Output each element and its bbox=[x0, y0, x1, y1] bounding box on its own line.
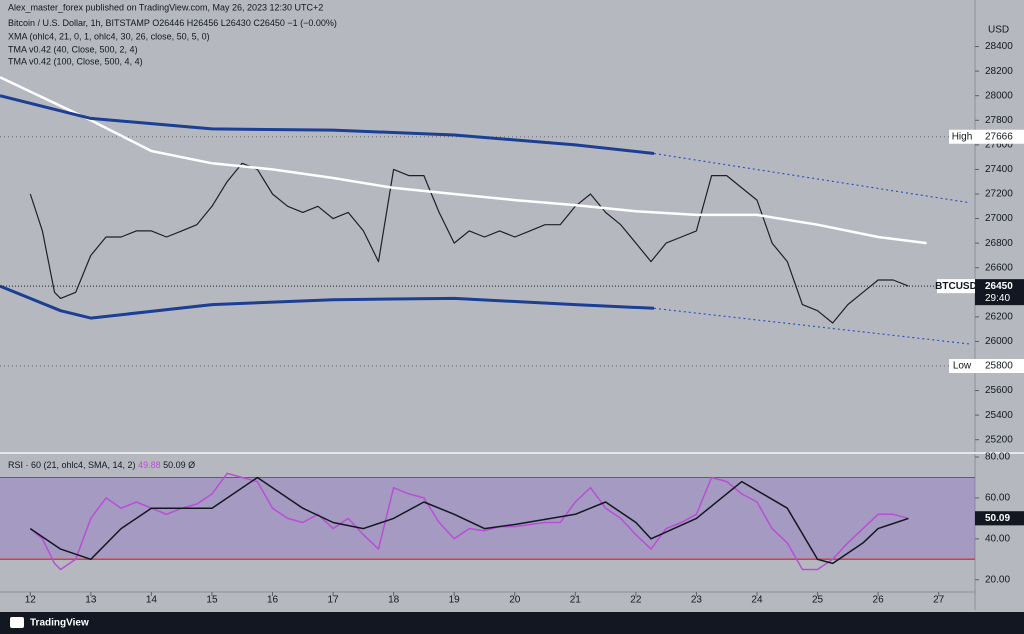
x-tick-label: 24 bbox=[751, 595, 763, 606]
last-price-box bbox=[975, 279, 1024, 306]
series-line bbox=[0, 94, 655, 155]
x-tick-label: 19 bbox=[449, 595, 461, 606]
y-tick-label: 26800 bbox=[985, 238, 1013, 249]
symbol: BTCUSD bbox=[935, 281, 977, 292]
low-value: 25800 bbox=[985, 361, 1013, 372]
series-line bbox=[653, 152, 969, 204]
low-value-box bbox=[975, 359, 1024, 373]
y-tick-label: 40.00 bbox=[985, 533, 1010, 544]
low-label: Low bbox=[953, 361, 972, 372]
y-tick-label: 25200 bbox=[985, 434, 1013, 445]
y-tick-label: 80.00 bbox=[985, 452, 1010, 463]
series-line bbox=[29, 162, 909, 324]
y-tick-label: 26600 bbox=[985, 262, 1013, 273]
y-tick-label: 28200 bbox=[985, 66, 1013, 77]
x-tick-label: 17 bbox=[328, 595, 340, 606]
legend-item: 49.88 bbox=[138, 460, 161, 470]
y-tick-label: 25600 bbox=[985, 385, 1013, 396]
title: Bitcoin / U.S. Dollar, 1h, BITSTAMP bbox=[8, 18, 150, 28]
x-tick-label: 12 bbox=[25, 595, 37, 606]
high-label: High bbox=[952, 131, 973, 142]
x-tick-label: 27 bbox=[933, 595, 945, 606]
countdown: 29:40 bbox=[985, 293, 1010, 304]
rsi-legend: RSI · 60 (21, ohlc4, SMA, 14, 2) 49.88 5… bbox=[8, 460, 195, 470]
axis-label: USD bbox=[988, 25, 1009, 36]
y-tick-label: 28000 bbox=[985, 90, 1013, 101]
y-tick-label: 25400 bbox=[985, 410, 1013, 421]
high-value-box bbox=[975, 129, 1024, 144]
brand: TradingView bbox=[30, 618, 89, 629]
series-line bbox=[0, 76, 927, 245]
high-label-box bbox=[949, 129, 975, 144]
low-label-box bbox=[949, 359, 975, 373]
y-tick-label: 27800 bbox=[985, 115, 1013, 126]
x-tick-label: 13 bbox=[85, 595, 97, 606]
rsi-band bbox=[0, 477, 975, 560]
x-tick-label: 26 bbox=[873, 595, 885, 606]
x-tick-label: 15 bbox=[206, 595, 218, 606]
legend-item: Ø bbox=[188, 460, 195, 470]
x-tick-label: 20 bbox=[509, 595, 521, 606]
last-value-box bbox=[975, 511, 1024, 526]
ohlc: O26446 H26456 L26430 C26450 −1 (−0.00%) bbox=[152, 18, 337, 28]
series-line bbox=[29, 472, 909, 571]
legend-item: RSI · 60 (21, ohlc4, SMA, 14, 2) bbox=[8, 460, 136, 470]
y-tick-label: 60.00 bbox=[985, 493, 1010, 504]
indicator: TMA v0.42 (40, Close, 500, 2, 4) bbox=[8, 44, 138, 54]
y-tick-label: 26000 bbox=[985, 336, 1013, 347]
y-tick-label: 28400 bbox=[985, 41, 1013, 52]
y-tick-label: 26200 bbox=[985, 311, 1013, 322]
symbol-box bbox=[937, 279, 975, 294]
indicator: XMA (ohlc4, 21, 0, 1, ohlc4, 30, 26, clo… bbox=[8, 31, 210, 41]
series-line bbox=[29, 476, 909, 565]
y-tick-label: 20.00 bbox=[985, 574, 1010, 585]
last-value: 50.09 bbox=[985, 513, 1010, 524]
legend: Bitcoin / U.S. Dollar, 1h, BITSTAMP O264… bbox=[8, 18, 337, 66]
y-tick-label: 27200 bbox=[985, 189, 1013, 200]
x-tick-label: 18 bbox=[388, 595, 400, 606]
footer-bar bbox=[0, 612, 1024, 634]
y-tick-label: 27000 bbox=[985, 213, 1013, 224]
x-tick-label: 23 bbox=[691, 595, 703, 606]
x-tick-label: 21 bbox=[570, 595, 582, 606]
last-price: 26450 bbox=[985, 281, 1013, 292]
brand-logo bbox=[10, 617, 24, 628]
series-title: Bitcoin / U.S. Dollar, 1h, BITSTAMP O264… bbox=[8, 18, 337, 28]
high-value: 27666 bbox=[985, 131, 1013, 142]
legend-item: 50.09 bbox=[163, 460, 186, 470]
x-tick-label: 14 bbox=[146, 595, 158, 606]
x-tick-label: 25 bbox=[812, 595, 824, 606]
y-tick-label: 27600 bbox=[985, 139, 1013, 150]
x-tick-label: 22 bbox=[630, 595, 642, 606]
publisher: Alex_master_forex published on TradingVi… bbox=[8, 2, 323, 12]
series-line bbox=[0, 284, 655, 320]
x-tick-label: 16 bbox=[267, 595, 279, 606]
indicator: TMA v0.42 (100, Close, 500, 4, 4) bbox=[8, 56, 143, 66]
y-tick-label: 27400 bbox=[985, 164, 1013, 175]
